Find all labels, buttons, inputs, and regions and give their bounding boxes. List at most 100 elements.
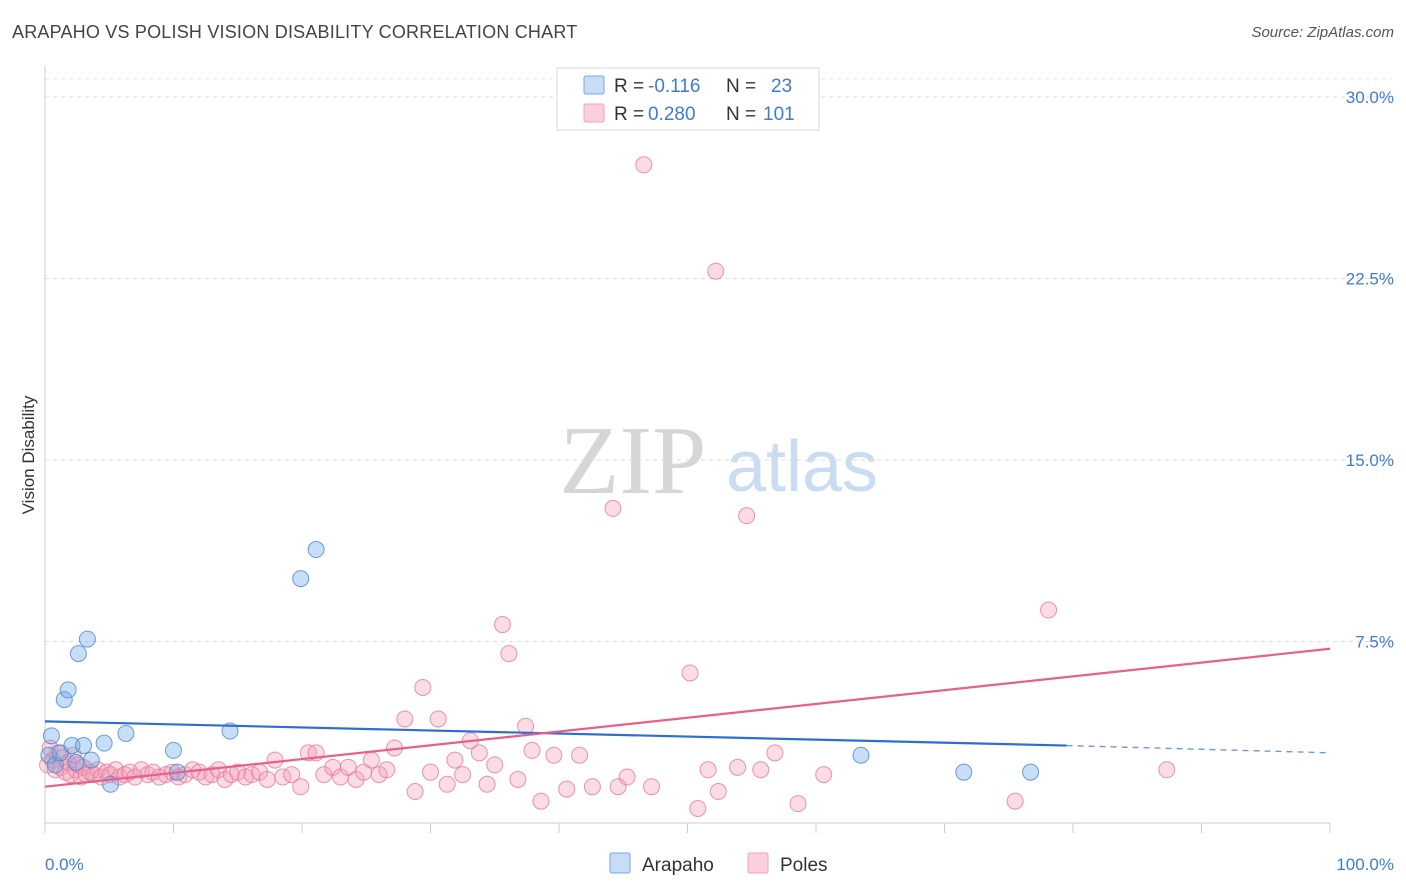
legend-n-value-arapaho: 23 xyxy=(771,76,792,97)
point-poles xyxy=(643,778,661,796)
point-poles xyxy=(478,775,496,793)
point-arapaho xyxy=(55,691,73,709)
trend-line-poles xyxy=(44,647,1331,788)
watermark-atlas: atlas xyxy=(726,427,878,507)
point-poles xyxy=(618,768,636,786)
legend-n-value-poles: 101 xyxy=(763,104,795,125)
point-poles xyxy=(815,766,833,784)
source-credit: Source: ZipAtlas.com xyxy=(1251,24,1394,41)
legend-r-label-poles: R = xyxy=(614,104,644,125)
point-poles xyxy=(438,775,456,793)
point-poles xyxy=(283,766,301,784)
scatter-points xyxy=(39,156,1176,817)
x-axis-ticks xyxy=(44,823,1331,833)
legend-swatch-poles xyxy=(583,103,605,123)
point-arapaho xyxy=(221,722,239,740)
point-poles xyxy=(558,780,576,798)
point-poles xyxy=(362,751,380,769)
y-tick-label: 22.5% xyxy=(1346,270,1394,289)
point-poles xyxy=(729,758,747,776)
point-arapaho xyxy=(69,645,87,663)
point-poles xyxy=(429,710,447,728)
point-poles xyxy=(532,792,550,810)
point-poles xyxy=(406,783,424,801)
legend-bottom-swatch-poles xyxy=(747,852,769,874)
point-poles xyxy=(454,766,472,784)
point-poles xyxy=(470,744,488,762)
legend-swatch-arapaho xyxy=(583,75,605,95)
point-poles xyxy=(738,507,756,525)
x-tick-label-max: 100.0% xyxy=(1336,855,1394,874)
point-poles xyxy=(766,744,784,762)
point-poles xyxy=(681,664,699,682)
legend-bottom-label-arapaho: Arapaho xyxy=(642,855,714,876)
gridlines xyxy=(45,78,1392,642)
legend-n-label-arapaho: N = xyxy=(726,76,756,97)
y-tick-label: 30.0% xyxy=(1346,88,1394,107)
point-arapaho xyxy=(75,737,93,755)
point-arapaho xyxy=(63,737,81,755)
legend-stats: R = -0.116 N = 23 R = 0.280 N = 101 xyxy=(556,67,820,131)
point-poles xyxy=(339,758,357,776)
point-poles xyxy=(545,746,563,764)
point-poles xyxy=(486,756,504,774)
point-arapaho xyxy=(82,751,100,769)
y-tick-labels: 7.5% 15.0% 22.5% 30.0% xyxy=(1346,88,1394,652)
point-poles xyxy=(752,761,770,779)
point-arapaho xyxy=(165,741,182,759)
point-poles xyxy=(789,795,807,813)
point-poles xyxy=(446,751,464,769)
point-poles xyxy=(707,262,725,280)
point-poles xyxy=(604,499,622,517)
legend-bottom-swatch-arapaho xyxy=(609,852,631,874)
trend-lines xyxy=(44,647,1331,788)
point-poles xyxy=(571,746,589,764)
point-poles xyxy=(500,645,518,663)
watermark-zip: ZIP xyxy=(560,407,707,515)
trend-line-arapaho-extension xyxy=(1066,744,1331,754)
point-poles xyxy=(414,678,432,696)
legend-r-label-arapaho: R = xyxy=(614,76,644,97)
point-arapaho xyxy=(59,681,77,699)
point-poles xyxy=(292,778,310,796)
point-arapaho xyxy=(852,746,870,764)
legend-bottom-label-poles: Poles xyxy=(780,855,828,876)
point-poles xyxy=(635,156,653,174)
point-arapaho xyxy=(67,754,85,771)
point-arapaho xyxy=(78,630,96,648)
point-poles xyxy=(699,761,717,779)
x-tick-label-min: 0.0% xyxy=(45,855,84,874)
point-poles xyxy=(258,770,276,788)
chart-title: ARAPAHO VS POLISH VISION DISABILITY CORR… xyxy=(12,22,578,42)
legend-r-value-arapaho: -0.116 xyxy=(648,76,700,97)
point-poles xyxy=(315,766,333,784)
point-arapaho xyxy=(292,570,310,588)
point-poles xyxy=(509,770,527,788)
legend-n-label-poles: N = xyxy=(726,104,756,125)
point-poles xyxy=(422,763,439,781)
point-poles xyxy=(583,778,601,796)
point-arapaho xyxy=(42,727,60,745)
point-arapaho xyxy=(95,734,113,752)
point-poles xyxy=(493,616,511,634)
point-poles xyxy=(689,799,707,817)
point-arapaho xyxy=(1022,763,1040,781)
point-poles xyxy=(1006,792,1024,810)
y-tick-label: 7.5% xyxy=(1355,633,1394,652)
y-axis-label: Vision Disability xyxy=(19,395,38,514)
point-poles xyxy=(709,783,727,801)
point-poles xyxy=(396,710,414,728)
point-poles xyxy=(1158,761,1176,779)
point-poles xyxy=(1040,601,1058,619)
point-poles xyxy=(266,751,284,769)
trend-line-arapaho xyxy=(44,720,1067,747)
point-poles xyxy=(523,741,541,759)
y-tick-label: 15.0% xyxy=(1346,451,1394,470)
point-arapaho xyxy=(955,763,973,781)
legend-series: Arapaho Poles xyxy=(609,852,828,876)
point-poles xyxy=(378,761,396,779)
point-arapaho xyxy=(117,724,135,742)
point-arapaho xyxy=(307,541,325,559)
legend-r-value-poles: 0.280 xyxy=(648,104,696,125)
